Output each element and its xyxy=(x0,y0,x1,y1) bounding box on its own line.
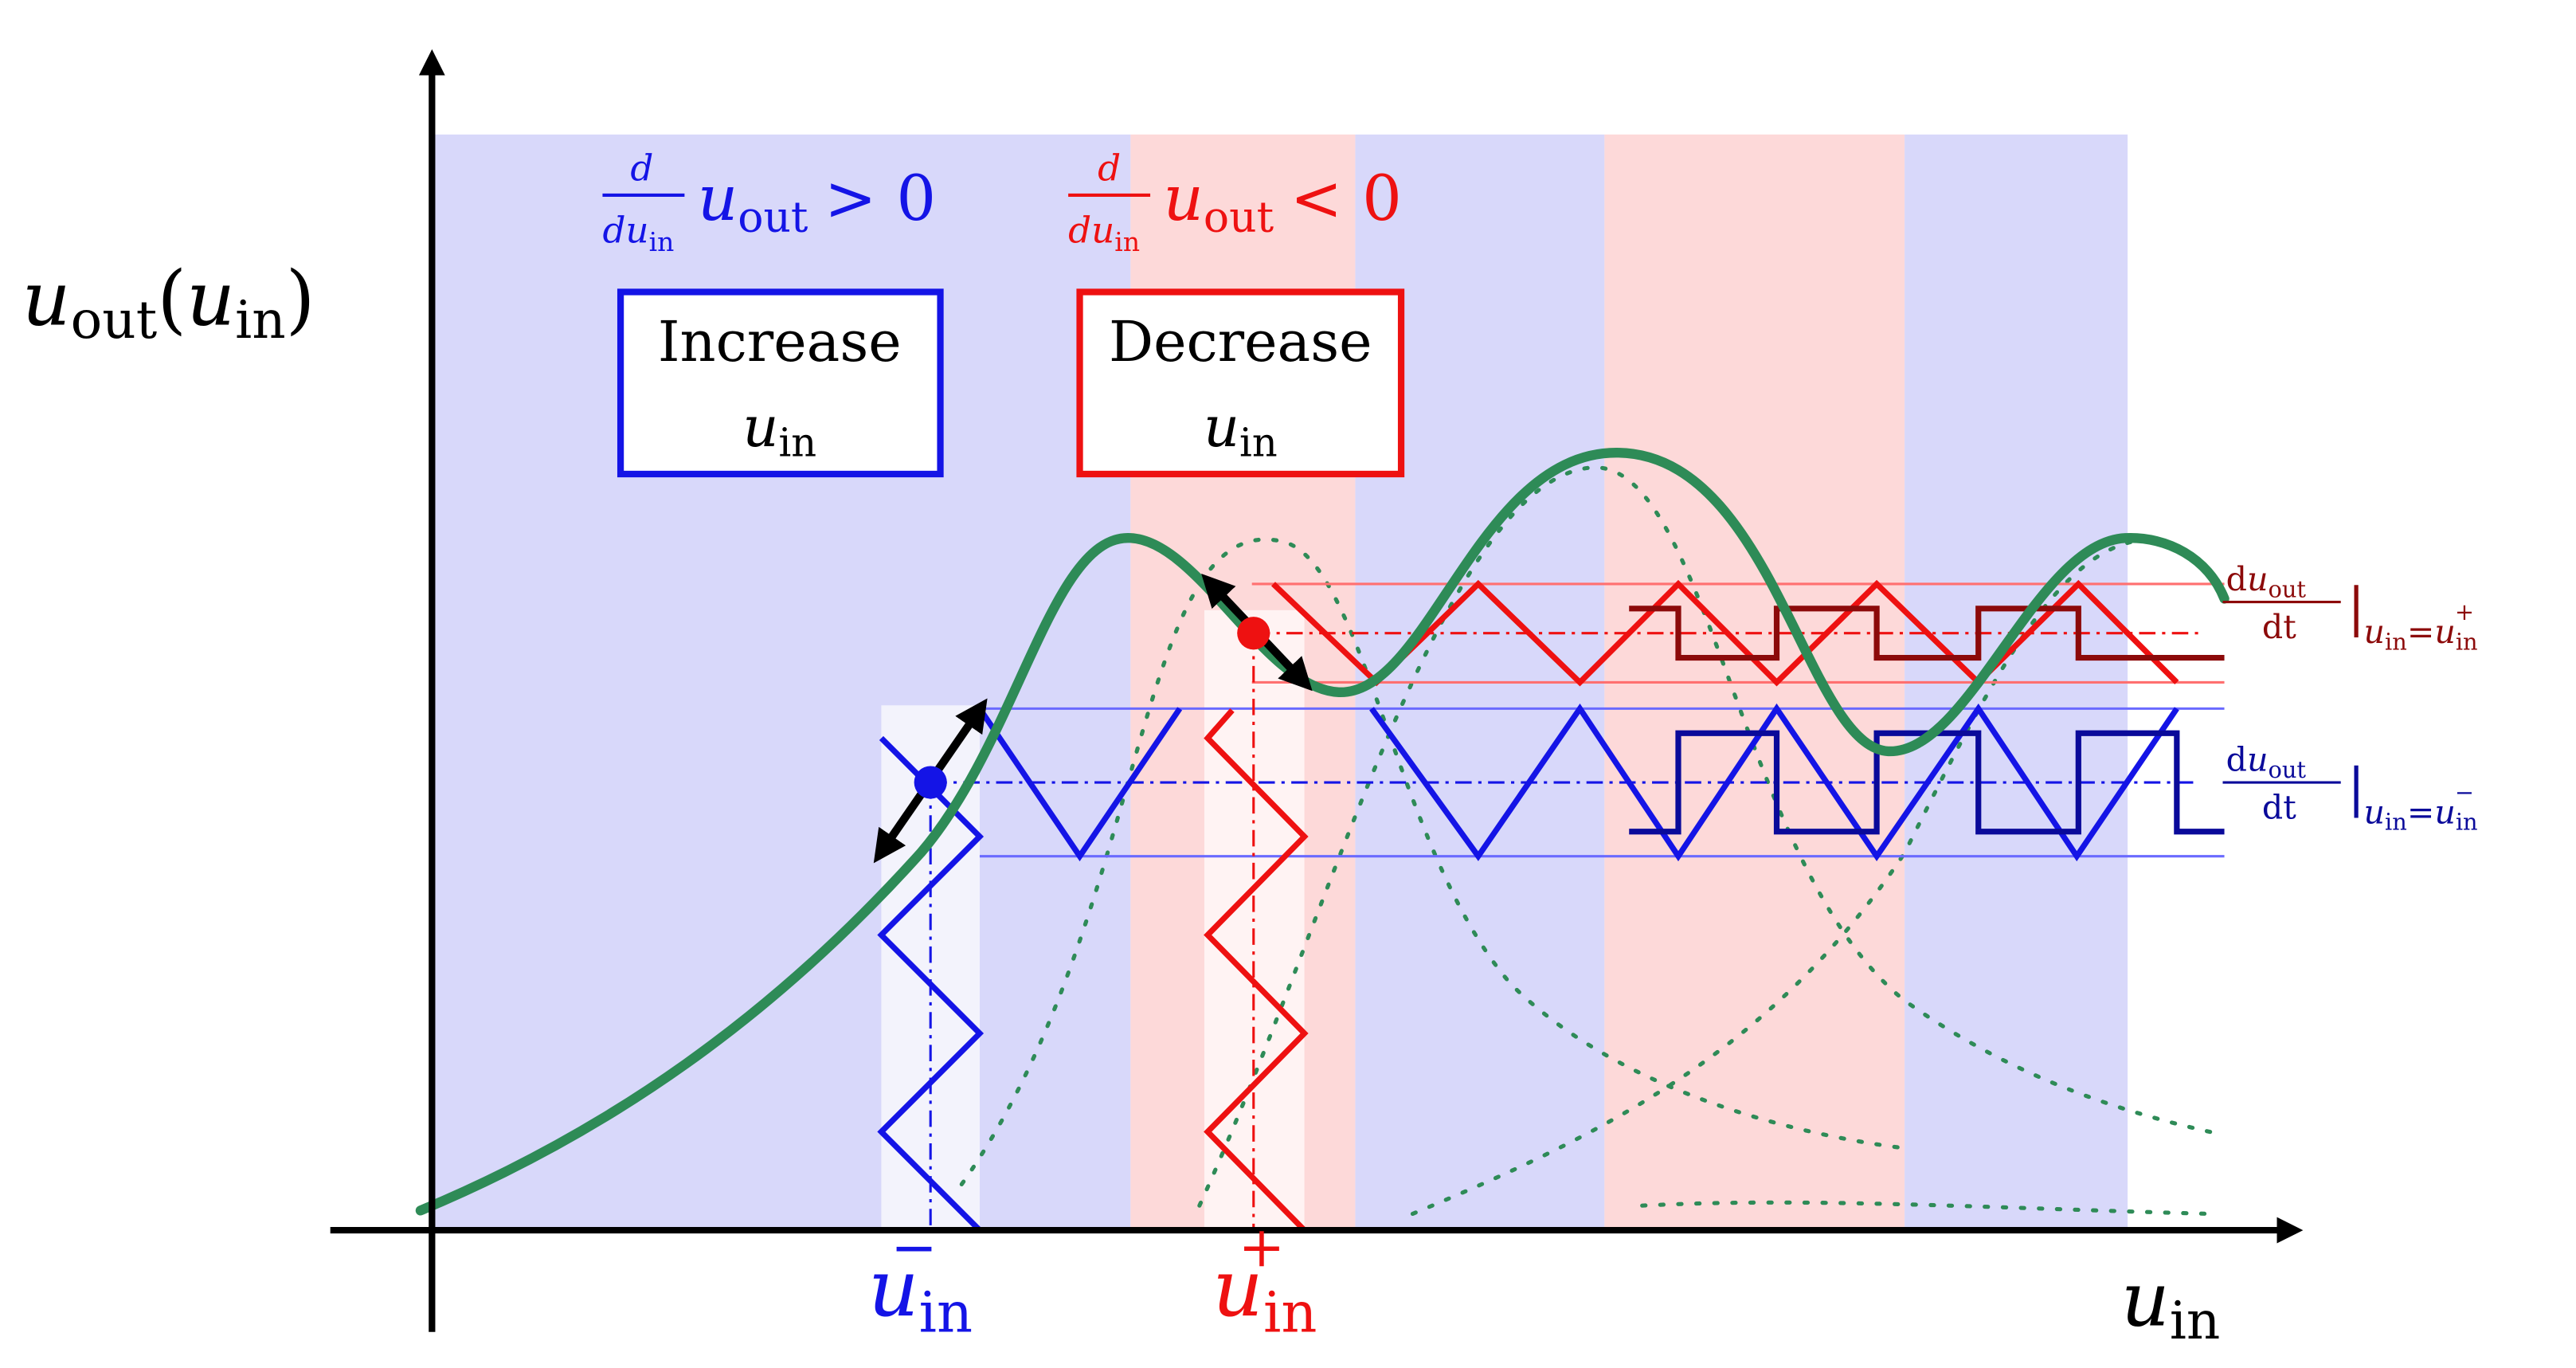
output-dither-minus xyxy=(977,707,1183,862)
operating-point-minus xyxy=(914,766,947,799)
x-axis-label: uin xyxy=(2121,1256,2220,1350)
svg-text:uout< 0: uout < 0 xyxy=(1164,163,1402,241)
svg-text:dt: dt xyxy=(2262,608,2296,646)
y-axis-label: uout(uin) xyxy=(22,256,315,351)
formula-positive-slope: d duin uout > 0 xyxy=(602,147,936,257)
output-dither-minus-2 xyxy=(1369,703,2179,862)
svg-text:duout: duout xyxy=(2226,741,2307,783)
svg-text:uin=uin−: uin=uin− xyxy=(2364,779,2478,836)
svg-text:uin=uin+: uin=uin+ xyxy=(2364,598,2478,655)
input-dither-plus xyxy=(1204,708,1309,1233)
svg-text:Decrease: Decrease xyxy=(1109,309,1372,374)
decrease-box: Decrease uin xyxy=(1076,288,1405,478)
svg-text:uin: uin xyxy=(742,394,816,465)
operating-point-plus xyxy=(1237,617,1270,650)
u-in-minus-label: uin− xyxy=(868,1214,973,1345)
svg-text:d: d xyxy=(630,147,653,189)
output-dither-plus xyxy=(1270,579,2179,687)
axes xyxy=(330,49,2304,1332)
svg-text:dt: dt xyxy=(2262,788,2296,826)
dudt-label-plus: duout dt | uin=uin+ xyxy=(2222,560,2478,655)
dudt-label-minus: duout dt | uin=uin− xyxy=(2222,741,2478,836)
component-curves xyxy=(959,465,2227,1217)
output-curve xyxy=(415,448,2230,1216)
component-dotted-4 xyxy=(1640,1200,2210,1217)
increase-box: Increase uin xyxy=(617,288,944,478)
svg-text:|: | xyxy=(2347,757,2365,818)
svg-text:uin: uin xyxy=(1204,394,1278,465)
svg-text:duout: duout xyxy=(2226,560,2307,602)
component-dotted-1 xyxy=(959,537,1907,1186)
svg-text:Increase: Increase xyxy=(658,309,902,374)
svg-text:duin: duin xyxy=(1068,210,1140,257)
u-in-plus-label: uin+ xyxy=(1212,1214,1317,1345)
svg-text:uout> 0: uout > 0 xyxy=(698,163,936,241)
svg-text:duin: duin xyxy=(602,210,674,257)
square-wave-plus xyxy=(1629,606,2225,661)
component-dotted-2 xyxy=(1197,465,2227,1208)
formula-negative-slope: d duin uout < 0 xyxy=(1068,147,1402,257)
svg-text:|: | xyxy=(2347,576,2365,637)
svg-text:d: d xyxy=(1098,147,1121,189)
